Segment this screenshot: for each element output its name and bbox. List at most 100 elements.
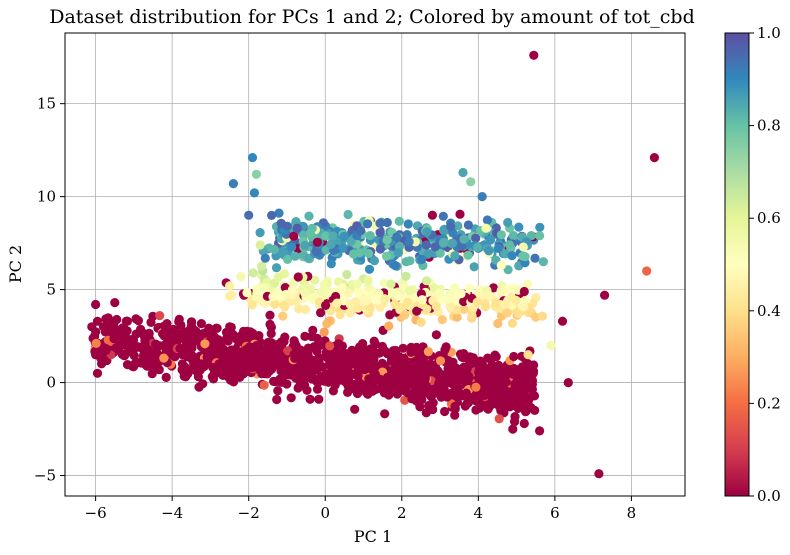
scatter-point: [103, 322, 113, 332]
scatter-point: [247, 300, 257, 310]
scatter-point: [209, 344, 219, 354]
scatter-point: [523, 350, 533, 360]
scatter-point: [276, 218, 286, 228]
scatter-point: [275, 350, 285, 360]
scatter-point: [273, 272, 283, 282]
scatter-point: [483, 404, 493, 414]
scatter-point: [398, 343, 408, 353]
scatter-point: [364, 264, 375, 274]
scatter-point: [458, 167, 468, 178]
scatter-point: [138, 351, 149, 361]
scatter-point: [452, 312, 462, 322]
scatter-point: [500, 249, 510, 259]
scatter-point: [271, 263, 282, 273]
colorbar-tick-label: 0.8: [757, 117, 781, 135]
scatter-point: [92, 368, 103, 378]
scatter-point: [413, 370, 423, 381]
scatter-point: [283, 254, 293, 264]
scatter-point: [512, 401, 522, 412]
scatter-point: [234, 347, 245, 357]
x-tick-label: 4: [474, 504, 484, 522]
scatter-point: [290, 251, 300, 261]
scatter-point: [366, 352, 376, 362]
scatter-point: [528, 368, 538, 378]
scatter-point: [416, 317, 426, 327]
scatter-point: [140, 336, 150, 346]
scatter-point: [404, 237, 414, 247]
scatter-point: [297, 366, 307, 376]
scatter-point: [328, 231, 338, 241]
scatter-point: [326, 259, 336, 269]
scatter-point: [321, 231, 331, 241]
scatter-point: [247, 153, 258, 163]
scatter-point: [312, 237, 322, 247]
scatter-point: [208, 363, 218, 373]
scatter-point: [458, 391, 468, 401]
scatter-point: [292, 373, 302, 383]
scatter-point: [422, 227, 432, 237]
scatter-point: [336, 355, 346, 365]
scatter-point: [293, 272, 303, 282]
scatter-point: [496, 381, 506, 391]
scatter-point: [474, 393, 484, 403]
scatter-point: [471, 382, 481, 392]
scatter-point: [257, 261, 267, 271]
scatter-point: [313, 341, 323, 352]
scatter-point: [450, 401, 460, 411]
scatter-point: [326, 239, 336, 249]
scatter-point: [417, 295, 427, 305]
scatter-point: [319, 327, 329, 337]
scatter-point: [363, 275, 373, 286]
scatter-point: [447, 238, 458, 248]
y-tick-label: 15: [37, 95, 56, 113]
scatter-point: [469, 262, 479, 272]
scatter-point: [136, 327, 146, 338]
scatter-point: [444, 377, 454, 387]
scatter-point: [375, 244, 385, 254]
scatter-point: [496, 285, 506, 295]
scatter-point: [494, 414, 504, 424]
scatter-point: [273, 386, 283, 396]
scatter-point: [406, 342, 416, 352]
scatter-point: [505, 402, 515, 412]
scatter-point: [235, 372, 245, 382]
scatter-point: [420, 372, 430, 382]
scatter-point: [453, 221, 463, 231]
scatter-point: [484, 246, 494, 256]
scatter-point: [452, 363, 462, 373]
scatter-point: [365, 231, 375, 241]
scatter-point: [254, 342, 264, 352]
scatter-point: [382, 383, 392, 393]
scatter-point: [407, 394, 417, 404]
x-tick-label: −6: [85, 504, 107, 522]
scatter-point: [128, 362, 139, 372]
scatter-point: [450, 410, 460, 420]
scatter-point: [518, 242, 528, 252]
scatter-point: [493, 243, 503, 253]
scatter-point: [342, 269, 352, 280]
x-tick-label: 2: [397, 504, 407, 522]
scatter-point: [339, 231, 349, 241]
scatter-point: [535, 231, 545, 241]
scatter-point: [421, 240, 431, 250]
y-tick-label: 5: [46, 281, 56, 299]
scatter-point: [268, 292, 278, 302]
scatter-point: [155, 311, 165, 321]
scatter-point: [385, 310, 395, 320]
scatter-point: [482, 215, 492, 225]
scatter-point: [380, 294, 390, 304]
scatter-point: [649, 153, 660, 163]
scatter-point: [509, 417, 520, 427]
scatter-point: [420, 360, 430, 370]
scatter-point: [375, 302, 385, 312]
scatter-point: [335, 310, 345, 320]
scatter-point: [450, 283, 460, 293]
scatter-point: [459, 349, 469, 359]
scatter-point: [290, 338, 300, 348]
scatter-point: [244, 210, 254, 220]
scatter-point: [510, 384, 520, 394]
scatter-point: [267, 210, 277, 220]
scatter-point: [313, 378, 323, 388]
scatter-point: [356, 381, 366, 391]
